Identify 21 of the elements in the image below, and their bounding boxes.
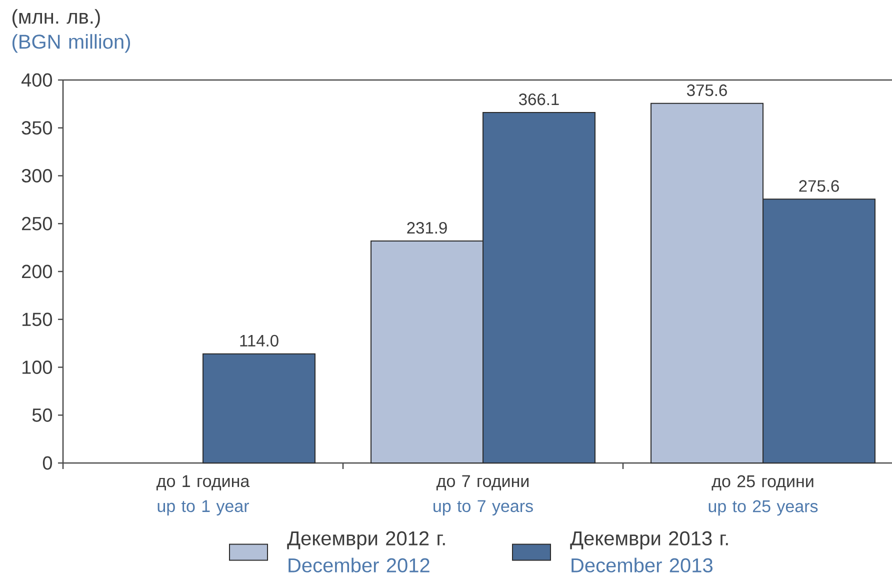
legend-label: Декември 2012 г. December 2012 bbox=[287, 531, 445, 572]
data-label: 275.6 bbox=[799, 180, 839, 192]
y-tick-label: 150 bbox=[22, 312, 52, 326]
data-label: 375.6 bbox=[686, 84, 727, 96]
y-tick-label: 200 bbox=[22, 264, 52, 278]
legend-label: Декември 2013 г. December 2013 bbox=[570, 531, 728, 572]
y-tick-label: 100 bbox=[22, 360, 52, 374]
y-tick-label: 50 bbox=[32, 408, 52, 422]
y-tick-label: 350 bbox=[22, 121, 52, 135]
x-tick-label: до 25 години up to 25 years bbox=[708, 475, 818, 516]
data-label: 114.0 bbox=[240, 334, 278, 347]
y-tick-label: 0 bbox=[42, 456, 52, 470]
y-tick-label: 250 bbox=[22, 216, 52, 230]
x-tick-label: до 7 години up to 7 years bbox=[434, 475, 533, 516]
y-axis-title: (млн. лв.) (BGN million) bbox=[12, 9, 130, 53]
bar bbox=[202, 353, 316, 464]
y-tick-label: 300 bbox=[22, 169, 52, 182]
x-tick-label: до 1 година up to 1 year bbox=[156, 475, 250, 516]
y-tick-label: 400 bbox=[21, 73, 52, 87]
data-label: 366.1 bbox=[518, 94, 559, 106]
data-label: 231.9 bbox=[407, 222, 447, 234]
